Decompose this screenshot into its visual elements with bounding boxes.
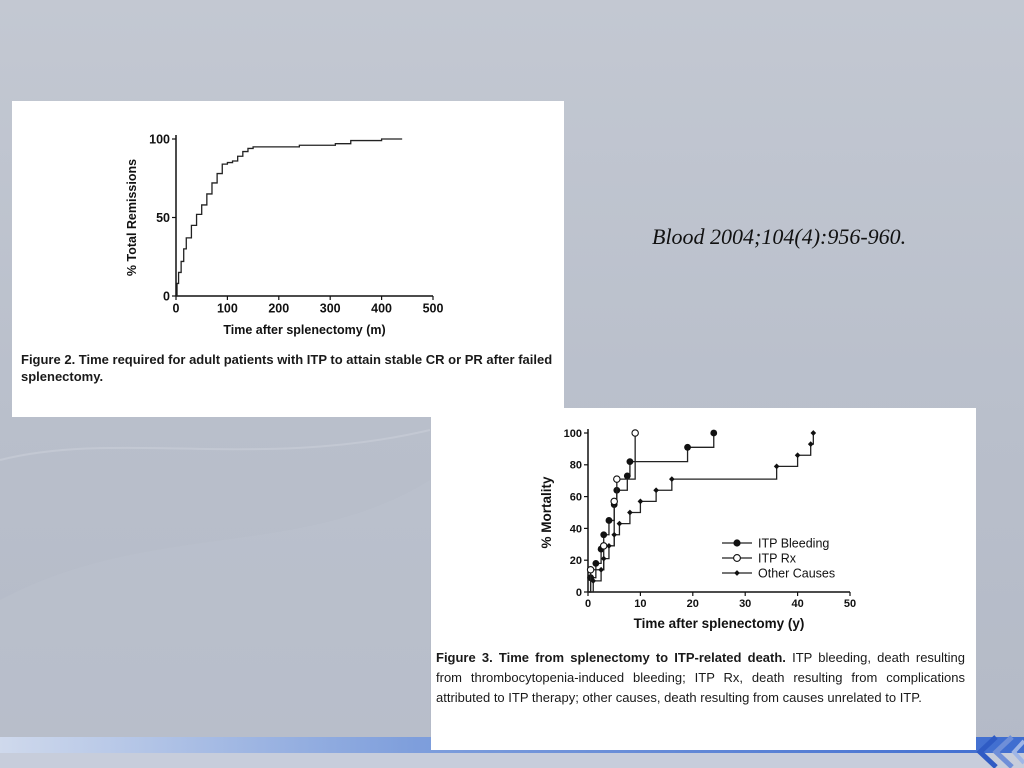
- data-point-other-causes: [606, 543, 612, 549]
- data-point-itp-bleeding: [623, 472, 631, 480]
- figure-3-caption-title: Figure 3. Time from splenectomy to ITP-r…: [436, 650, 786, 665]
- data-point-other-causes: [590, 578, 597, 584]
- y-tick-label: 50: [156, 211, 170, 225]
- y-axis-label: % Mortality: [539, 476, 554, 549]
- legend-marker-other-causes: [734, 570, 740, 576]
- data-point-itp-bleeding: [710, 429, 718, 437]
- x-tick-label: 20: [687, 598, 699, 610]
- data-point-itp-bleeding: [605, 517, 613, 524]
- y-tick-label: 20: [570, 555, 582, 567]
- data-point-other-causes: [807, 441, 814, 447]
- citation-text: Blood 2004;104(4):956-960.: [652, 224, 907, 249]
- footer-strip: [0, 753, 1024, 768]
- data-point-itp-bleeding: [626, 458, 634, 466]
- x-tick-label: 400: [371, 302, 392, 316]
- legend-marker-itp-bleeding: [733, 539, 741, 547]
- y-tick-label: 0: [163, 289, 170, 303]
- data-point-other-causes: [810, 430, 817, 436]
- y-tick-label: 0: [576, 587, 582, 599]
- legend-label-itp-rx: ITP Rx: [758, 552, 797, 566]
- x-tick-label: 30: [739, 598, 751, 610]
- series-line-remissions: [176, 138, 403, 297]
- legend-label-other-causes: Other Causes: [758, 567, 835, 581]
- data-point-itp-bleeding: [684, 443, 691, 451]
- x-tick-label: 500: [423, 302, 444, 316]
- data-point-itp-bleeding: [600, 531, 608, 539]
- data-point-other-causes: [611, 531, 618, 538]
- y-tick-label: 40: [570, 523, 582, 535]
- figure-3-caption-body: ITP bleeding, death resulting from throm…: [436, 650, 965, 705]
- data-point-other-causes: [669, 476, 675, 482]
- mortality-chart: 0 10 20 30 40 50 0 20 40 60 80 100 Time after splene…: [539, 428, 856, 631]
- data-point-other-causes: [616, 520, 623, 527]
- data-point-other-causes: [653, 487, 659, 494]
- figure-3-panel: 0 10 20 30 40 50 0 20 40 60 80 100 Time after splene…: [431, 408, 976, 750]
- series-line-itp-bleeding: [588, 433, 715, 593]
- x-tick-label: 300: [320, 302, 341, 316]
- figure-2-panel: 0 100 200 300 400 500 0 50 100 Time after splenec…: [12, 101, 564, 417]
- x-tick-label: 200: [268, 302, 289, 316]
- data-point-other-causes: [794, 452, 801, 459]
- legend-label-itp-bleeding: ITP Bleeding: [758, 537, 829, 551]
- y-tick-label: 60: [570, 491, 582, 503]
- x-axis-label: Time after splenectomy (y): [634, 616, 805, 631]
- data-point-itp-rx: [631, 429, 639, 437]
- x-tick-label: 10: [634, 598, 646, 610]
- chevron-decoration-icon: [976, 735, 1024, 768]
- x-axis-label: Time after splenectomy (m): [223, 323, 385, 337]
- data-point-itp-bleeding: [592, 559, 600, 567]
- data-point-itp-rx: [586, 565, 595, 574]
- data-point-itp-rx: [613, 475, 621, 483]
- data-point-other-causes: [627, 509, 633, 516]
- y-axis-label: % Total Remissions: [125, 159, 139, 276]
- data-point-other-causes: [773, 463, 780, 470]
- figure-3-caption: Figure 3. Time from splenectomy to ITP-r…: [436, 648, 965, 708]
- x-tick-label: 40: [791, 598, 803, 610]
- data-point-itp-rx: [599, 542, 608, 550]
- data-point-itp-rx: [610, 497, 618, 506]
- remission-chart: 0 100 200 300 400 500 0 50 100 Time after splenec…: [125, 132, 444, 337]
- y-tick-label: 80: [570, 460, 582, 472]
- y-tick-label: 100: [564, 428, 582, 440]
- y-tick-label: 100: [149, 132, 170, 146]
- x-tick-label: 0: [585, 598, 591, 610]
- x-tick-label: 50: [844, 598, 856, 610]
- figure-2-caption: Figure 2. Time required for adult patien…: [21, 352, 553, 384]
- legend-marker-itp-rx: [733, 554, 741, 562]
- x-tick-label: 0: [173, 302, 180, 316]
- data-point-other-causes: [637, 498, 644, 505]
- x-tick-label: 100: [217, 302, 238, 316]
